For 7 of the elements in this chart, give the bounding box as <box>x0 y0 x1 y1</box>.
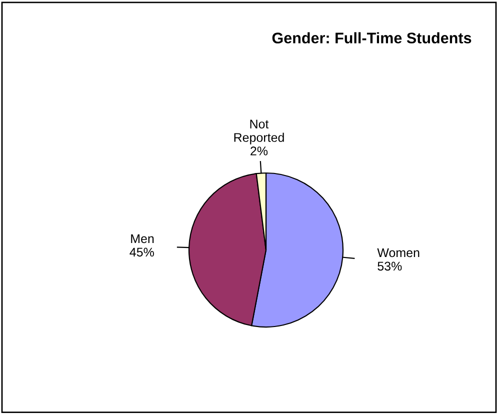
data-label: 53% <box>378 262 402 271</box>
data-label: 45% <box>130 248 154 257</box>
data-label: 2% <box>250 146 268 156</box>
legend-label: Women <box>377 248 420 258</box>
slice-label: Not Reported <box>234 120 284 144</box>
chart-title: Gender: Full-Time Students <box>272 32 472 44</box>
slice-label: Men <box>131 234 154 244</box>
